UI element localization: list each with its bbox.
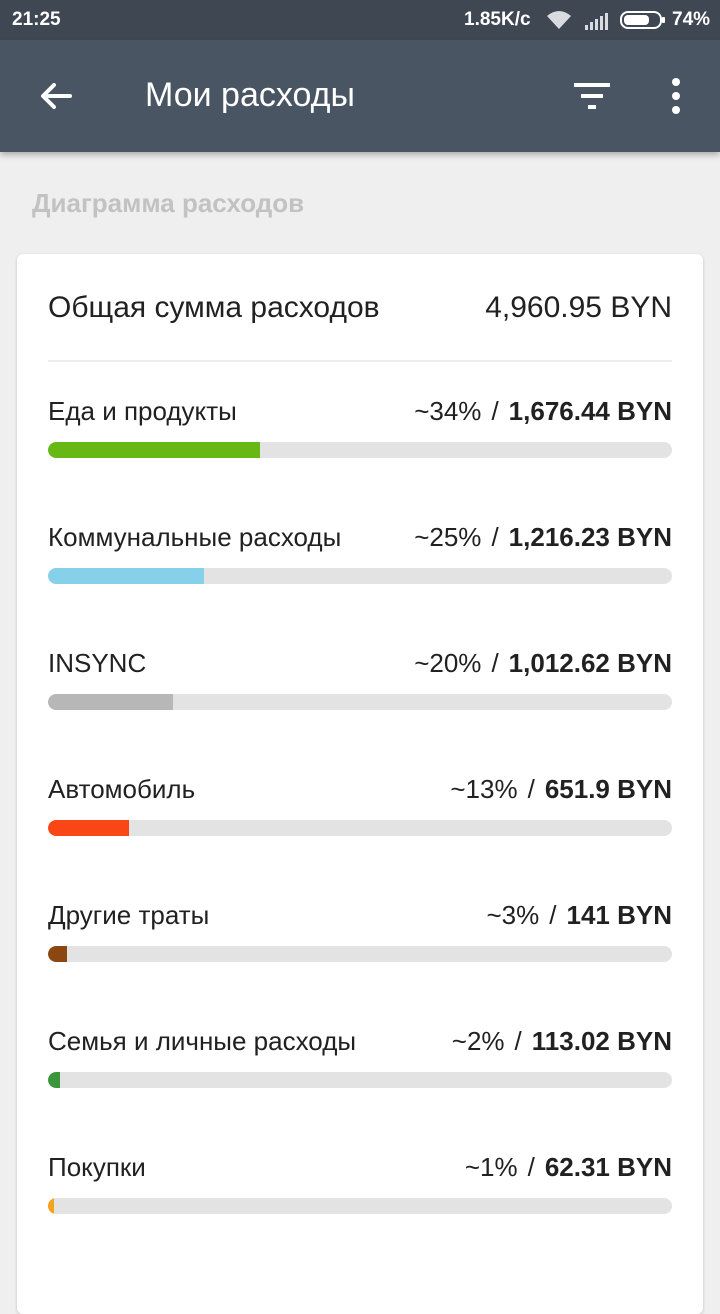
category-progress-fill: [48, 1072, 60, 1088]
category-amount: 141 BYN: [566, 900, 673, 930]
category-progress-fill: [48, 1198, 54, 1214]
category-row[interactable]: Еда и продукты ~34% / 1,676.44 BYN: [48, 396, 672, 476]
category-progress-bar: [48, 568, 672, 584]
category-amount: 651.9 BYN: [544, 774, 672, 804]
category-progress-bar: [48, 694, 672, 710]
category-amount: 62.31 BYN: [544, 1152, 672, 1182]
category-separator: /: [527, 774, 535, 804]
wifi-icon: [547, 11, 571, 29]
category-percent: ~34%: [414, 396, 482, 426]
category-row[interactable]: Покупки ~1% / 62.31 BYN: [48, 1152, 672, 1232]
category-progress-bar: [48, 442, 672, 458]
category-percent: ~20%: [414, 648, 482, 678]
category-name: Коммунальные расходы: [48, 522, 342, 552]
app-bar: Мои расходы: [0, 40, 720, 152]
category-amount: 1,012.62 BYN: [508, 648, 672, 678]
category-row[interactable]: Автомобиль ~13% / 651.9 BYN: [48, 774, 672, 854]
battery-icon: [620, 11, 665, 29]
total-label: Общая сумма расходов: [48, 291, 380, 324]
category-separator: /: [491, 396, 499, 426]
category-separator: /: [491, 522, 499, 552]
category-separator: /: [527, 1152, 535, 1182]
arrow-left-icon[interactable]: [36, 76, 76, 116]
total-amount: 4,960.95 BYN: [485, 291, 672, 324]
category-percent: ~13%: [450, 774, 518, 804]
category-progress-bar: [48, 1198, 672, 1214]
more-vert-icon[interactable]: [664, 76, 688, 116]
category-amount: 113.02 BYN: [531, 1026, 672, 1056]
category-amount: 1,676.44 BYN: [508, 396, 672, 426]
category-progress-fill: [48, 442, 260, 458]
signal-icon: [585, 13, 608, 30]
category-percent: ~3%: [486, 900, 540, 930]
status-time: 21:25: [12, 9, 61, 30]
category-value: ~1% / 62.31 BYN: [465, 1152, 672, 1183]
expenses-card: Общая сумма расходов 4,960.95 BYN Еда и …: [17, 254, 703, 1314]
category-progress-bar: [48, 946, 672, 962]
total-row: Общая сумма расходов 4,960.95 BYN: [48, 291, 672, 331]
category-separator: /: [514, 1026, 522, 1056]
battery-percent: 74%: [672, 9, 711, 30]
category-name: Другие траты: [48, 900, 210, 930]
category-separator: /: [491, 648, 499, 678]
category-progress-fill: [48, 568, 204, 584]
category-percent: ~25%: [414, 522, 482, 552]
category-name: INSYNC: [48, 648, 147, 678]
category-name: Еда и продукты: [48, 396, 237, 426]
category-progress-fill: [48, 694, 173, 710]
network-speed: 1.85K/c: [464, 9, 531, 30]
category-progress-bar: [48, 1072, 672, 1088]
category-row[interactable]: Другие траты ~3% / 141 BYN: [48, 900, 672, 980]
category-value: ~34% / 1,676.44 BYN: [414, 396, 672, 427]
section-title: Диаграмма расходов: [32, 188, 305, 218]
status-bar: 21:25 1.85K/c 74%: [0, 0, 720, 40]
filter-icon[interactable]: [572, 80, 612, 112]
divider: [48, 360, 672, 362]
category-row[interactable]: Семья и личные расходы ~2% / 113.02 BYN: [48, 1026, 672, 1106]
category-name: Покупки: [48, 1152, 146, 1182]
category-percent: ~1%: [464, 1152, 518, 1182]
category-progress-bar: [48, 820, 672, 836]
category-row[interactable]: INSYNC ~20% / 1,012.62 BYN: [48, 648, 672, 728]
category-name: Семья и личные расходы: [48, 1026, 357, 1056]
category-value: ~3% / 141 BYN: [487, 900, 673, 931]
category-amount: 1,216.23 BYN: [508, 522, 672, 552]
category-value: ~2% / 113.02 BYN: [452, 1026, 672, 1057]
category-value: ~13% / 651.9 BYN: [450, 774, 672, 805]
category-progress-fill: [48, 946, 67, 962]
category-separator: /: [549, 900, 557, 930]
category-value: ~25% / 1,216.23 BYN: [414, 522, 672, 553]
page-title: Мои расходы: [145, 76, 355, 114]
category-percent: ~2%: [451, 1026, 505, 1056]
category-row[interactable]: Коммунальные расходы ~25% / 1,216.23 BYN: [48, 522, 672, 602]
category-value: ~20% / 1,012.62 BYN: [414, 648, 672, 679]
category-progress-fill: [48, 820, 129, 836]
category-name: Автомобиль: [48, 774, 196, 804]
